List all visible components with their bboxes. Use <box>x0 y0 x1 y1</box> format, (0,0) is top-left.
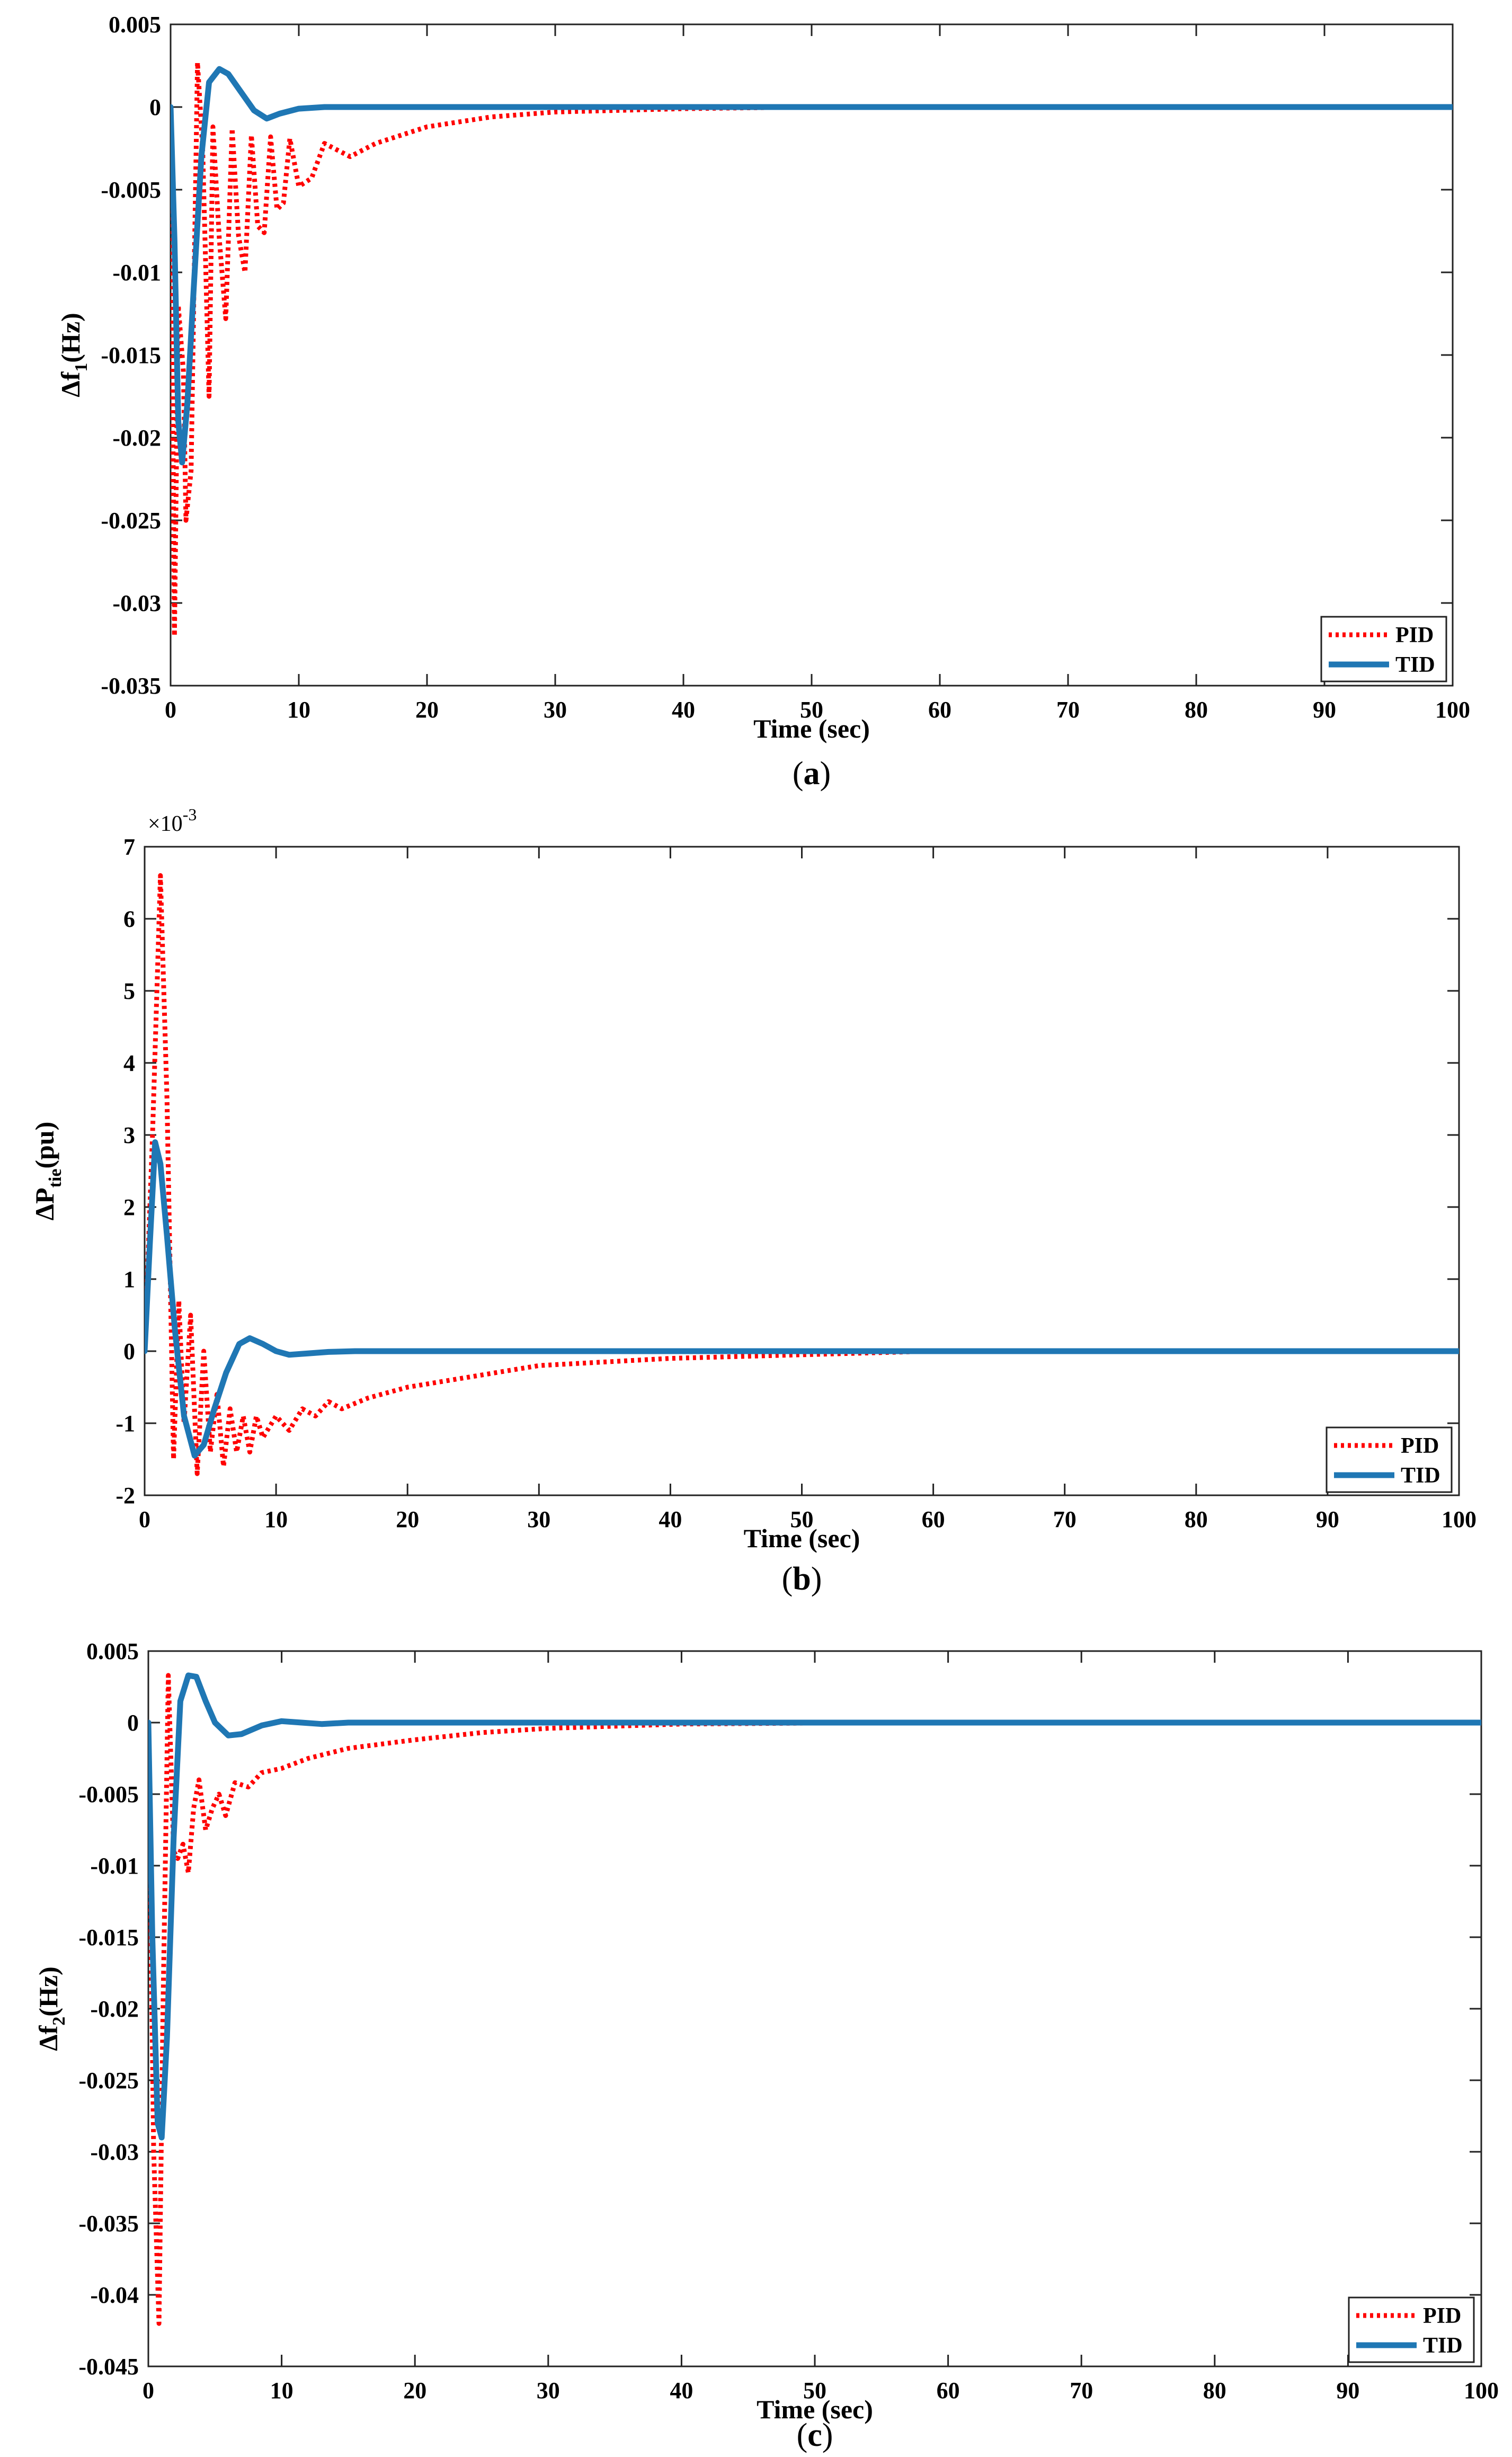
x-tick-label: 90 <box>1313 697 1336 723</box>
plot-frame <box>144 846 1460 1496</box>
legend-label-pid: PID <box>1395 623 1434 647</box>
legend-label-pid: PID <box>1401 1434 1439 1458</box>
x-tick-label: 90 <box>1336 2378 1359 2403</box>
x-tick-label: 20 <box>403 2378 426 2403</box>
legend-label-tid: TID <box>1423 2334 1463 2358</box>
x-tick-label: 30 <box>537 2378 560 2403</box>
x-tick-label: 70 <box>1056 697 1080 723</box>
y-tick-label: -0.02 <box>90 1996 139 2022</box>
y-tick-label: 5 <box>123 978 135 1004</box>
y-tick-label: -0.01 <box>112 260 161 286</box>
legend-label-pid: PID <box>1423 2304 1461 2328</box>
y-tick-label: -0.015 <box>78 1924 139 1950</box>
y-tick-label: -1 <box>115 1411 135 1436</box>
legend-label-tid: TID <box>1395 653 1435 677</box>
series-line-pid <box>171 60 1453 638</box>
x-tick-label: 80 <box>1203 2378 1226 2403</box>
y-tick-label: 6 <box>123 906 135 932</box>
x-tick-label: 0 <box>139 1506 150 1532</box>
y-tick-label: -0.035 <box>78 2211 139 2237</box>
x-tick-label: 100 <box>1442 1506 1477 1532</box>
y-tick-label: 0 <box>127 1710 139 1736</box>
x-tick-label: 40 <box>672 697 695 723</box>
x-tick-label: 60 <box>922 1506 945 1532</box>
y-tick-label: -0.035 <box>101 673 161 699</box>
y-tick-label: -0.03 <box>90 2139 139 2165</box>
x-tick-label: 20 <box>396 1506 419 1532</box>
y-tick-label: -0.025 <box>78 2068 139 2094</box>
y-tick-label: 0 <box>123 1338 135 1364</box>
x-tick-label: 40 <box>670 2378 693 2403</box>
legend: PID TID <box>1320 616 1447 682</box>
y-tick-label: 0.005 <box>86 1638 139 1664</box>
y-tick-label: -0.005 <box>78 1781 139 1807</box>
legend-box <box>1348 2296 1475 2363</box>
y-tick-label: -2 <box>115 1483 135 1509</box>
panel-caption: (a) <box>793 756 831 792</box>
y-tick-label: -0.015 <box>101 342 161 368</box>
x-tick-label: 100 <box>1464 2378 1499 2403</box>
panel-b: 0 10 20 30 40 50 60 70 80 90 100 -2 -1 0 1 2 3 4 5 6 7 Time (… <box>30 805 1477 1597</box>
y-tick-label: 2 <box>123 1194 135 1220</box>
x-tick-label: 50 <box>803 2378 826 2403</box>
x-tick-label: 30 <box>544 697 567 723</box>
series-line-pid <box>145 873 1459 1476</box>
legend-label-tid: TID <box>1401 1463 1440 1488</box>
y-tick-label: 7 <box>123 834 135 860</box>
x-tick-label: 10 <box>287 697 310 723</box>
series-line-tid <box>145 1139 1459 1459</box>
legend: PID TID <box>1348 2296 1475 2363</box>
x-tick-label: 0 <box>143 2378 154 2403</box>
legend-box <box>1326 1426 1453 1493</box>
x-tick-label: 30 <box>527 1506 550 1532</box>
legend-box <box>1320 616 1447 682</box>
panel-caption: (b) <box>782 1561 822 1597</box>
x-tick-label: 50 <box>800 697 823 723</box>
y-tick-label: -0.005 <box>101 177 161 203</box>
x-tick-label: 0 <box>165 697 176 723</box>
series-line-tid <box>148 1672 1481 2141</box>
x-axis-label: Time (sec) <box>744 1523 860 1553</box>
y-tick-label: 3 <box>123 1122 135 1148</box>
plot-frame <box>170 23 1454 687</box>
legend: PID TID <box>1326 1426 1453 1493</box>
x-tick-label: 80 <box>1185 1506 1208 1532</box>
x-tick-label: 10 <box>270 2378 293 2403</box>
x-axis-label: Time (sec) <box>757 2394 873 2424</box>
x-tick-label: 60 <box>937 2378 960 2403</box>
series-line-tid <box>171 66 1453 466</box>
y-tick-label: 4 <box>123 1050 135 1076</box>
x-tick-label: 90 <box>1316 1506 1339 1532</box>
panel-c: 0 10 20 30 40 50 60 70 80 90 100 -0.045 -0.04 -0.035 -… <box>33 1638 1499 2453</box>
y-tick-label: -0.04 <box>90 2282 139 2308</box>
x-tick-label: 100 <box>1435 697 1470 723</box>
panel-a: 0 10 20 30 40 50 60 70 80 90 100 -0.035 -0.03 -0.025 -… <box>56 12 1470 792</box>
x-tick-label: 60 <box>928 697 951 723</box>
y-tick-label: -0.025 <box>101 508 161 534</box>
y-axis-label: Δf2(Hz) <box>33 1966 69 2051</box>
plot-frame <box>147 1650 1482 2367</box>
x-tick-label: 50 <box>790 1506 814 1532</box>
panel-caption: (c) <box>797 2417 833 2453</box>
y-tick-label: 0 <box>149 94 161 120</box>
x-tick-label: 70 <box>1070 2378 1093 2403</box>
x-tick-label: 10 <box>264 1506 288 1532</box>
series-line-pid <box>148 1673 1481 2326</box>
x-tick-label: 80 <box>1185 697 1208 723</box>
y-axis-label: Δf1(Hz) <box>56 313 91 397</box>
y-tick-label: -0.03 <box>112 590 161 616</box>
y-tick-label: -0.01 <box>90 1853 139 1879</box>
y-tick-label: 1 <box>123 1266 135 1292</box>
x-tick-label: 70 <box>1053 1506 1077 1532</box>
y-tick-label: -0.02 <box>112 425 161 451</box>
y-axis-exponent: ×10-3 <box>148 805 197 836</box>
x-tick-label: 40 <box>659 1506 682 1532</box>
y-tick-label: -0.045 <box>78 2354 139 2380</box>
y-axis-label: ΔPtie(pu) <box>30 1122 65 1221</box>
y-tick-label: 0.005 <box>109 12 161 38</box>
x-axis-label: Time (sec) <box>753 714 870 743</box>
x-tick-label: 20 <box>415 697 439 723</box>
